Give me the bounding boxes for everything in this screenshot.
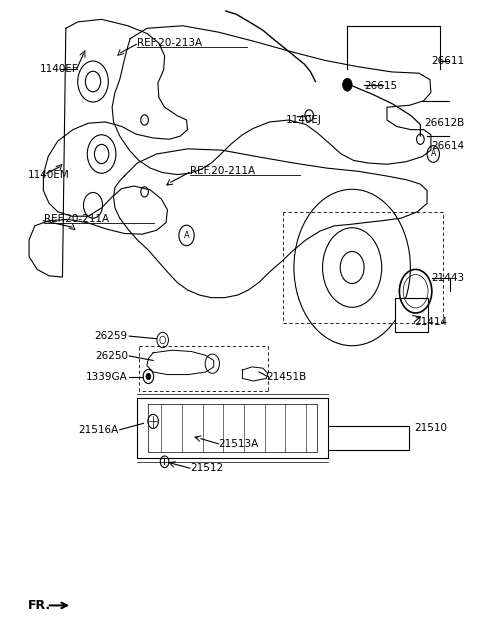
Text: 26259: 26259 — [95, 331, 128, 341]
Text: FR.: FR. — [28, 599, 51, 612]
Circle shape — [343, 79, 352, 91]
Text: 21443: 21443 — [431, 274, 464, 283]
Text: 1140EJ: 1140EJ — [285, 115, 321, 125]
Text: 1339GA: 1339GA — [86, 372, 128, 381]
Text: 26615: 26615 — [364, 81, 397, 91]
Text: 26250: 26250 — [95, 351, 128, 361]
Text: 21451B: 21451B — [266, 372, 307, 381]
Text: 1140EF: 1140EF — [39, 64, 78, 73]
Text: 1140EM: 1140EM — [28, 169, 70, 180]
Text: REF.20-213A: REF.20-213A — [137, 38, 203, 48]
Text: REF.20-211A: REF.20-211A — [44, 214, 109, 224]
Text: A: A — [431, 149, 436, 158]
Text: 26612B: 26612B — [424, 118, 464, 128]
Text: 21513A: 21513A — [218, 439, 259, 449]
Text: 21510: 21510 — [414, 423, 447, 433]
FancyBboxPatch shape — [395, 298, 428, 332]
Circle shape — [146, 374, 151, 380]
Text: 26614: 26614 — [431, 140, 464, 151]
Text: 21414: 21414 — [414, 317, 447, 327]
Text: A: A — [184, 231, 190, 240]
Text: 21516A: 21516A — [78, 425, 118, 435]
Text: 21512: 21512 — [190, 463, 223, 473]
Text: 26611: 26611 — [431, 56, 464, 66]
Text: REF.20-211A: REF.20-211A — [190, 166, 255, 176]
